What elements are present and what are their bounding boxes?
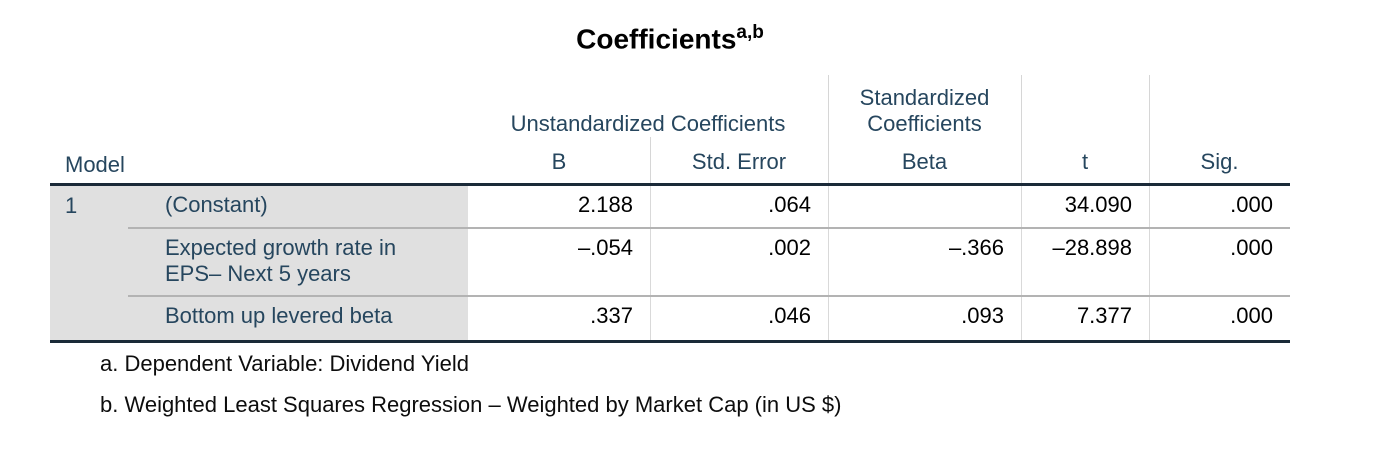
coefficients-table: Model Unstandardized Coefficients Standa… — [50, 75, 1290, 343]
cell-t: 7.377 — [1021, 297, 1149, 340]
group-header-standardized-line2: Coefficients — [867, 111, 982, 136]
cell-sig: .000 — [1149, 297, 1290, 340]
title-text: Coefficients — [576, 23, 737, 55]
cell-std-error: .064 — [650, 186, 828, 227]
cell-b: .337 — [590, 303, 633, 328]
cell-variable-label: Expected growth rate in EPS– Next 5 year… — [128, 229, 468, 295]
table-row: (Constant) 2.188 .064 34.090 .000 — [128, 186, 1290, 227]
footnote-a: a. Dependent Variable: Dividend Yield — [100, 351, 469, 376]
cell-t: –28.898 — [1021, 229, 1149, 295]
cell-t: 34.090 — [1021, 186, 1149, 227]
model-number-cell: 1 — [50, 186, 128, 340]
cell-b: –.054 — [577, 235, 633, 260]
cell-beta: .093 — [828, 297, 1021, 340]
table-body: 1 (Constant) 2.188 .064 34.090 .000 Expe… — [50, 186, 1290, 343]
cell-b: 2.188 — [577, 192, 633, 217]
header-gridline — [828, 75, 829, 183]
column-header-b: B — [551, 149, 567, 174]
cell-sig: .000 — [1149, 229, 1290, 295]
group-header-unstandardized: Unstandardized Coefficients — [510, 111, 786, 136]
model-column-header: Model — [65, 152, 125, 177]
column-header-t: t — [1081, 149, 1089, 174]
column-header-std-error: Std. Error — [691, 149, 787, 174]
cell-std-error: .002 — [650, 229, 828, 295]
column-header-sig: Sig. — [1200, 149, 1239, 174]
cell-std-error: .046 — [650, 297, 828, 340]
cell-beta: –.366 — [828, 229, 1021, 295]
column-header-beta: Beta — [901, 149, 948, 174]
cell-variable-label: Bottom up levered beta — [128, 297, 468, 340]
group-header-standardized: Standardized Coefficients — [828, 85, 1021, 137]
header-gridline — [1021, 75, 1022, 183]
header-gridline — [650, 137, 651, 183]
cell-variable-label: (Constant) — [128, 186, 468, 227]
table-row: Expected growth rate in EPS– Next 5 year… — [128, 227, 1290, 295]
page-title: Coefficientsa,b — [50, 22, 1290, 55]
table-header: Model Unstandardized Coefficients Standa… — [50, 75, 1290, 186]
group-header-standardized-line1: Standardized — [859, 85, 990, 110]
header-gridline — [1149, 75, 1150, 183]
footnote-b: b. Weighted Least Squares Regression – W… — [100, 392, 842, 417]
cell-sig: .000 — [1149, 186, 1290, 227]
title-superscript: a,b — [736, 22, 764, 43]
cell-beta — [828, 186, 1021, 227]
table-row: Bottom up levered beta .337 .046 .093 7.… — [128, 295, 1290, 340]
